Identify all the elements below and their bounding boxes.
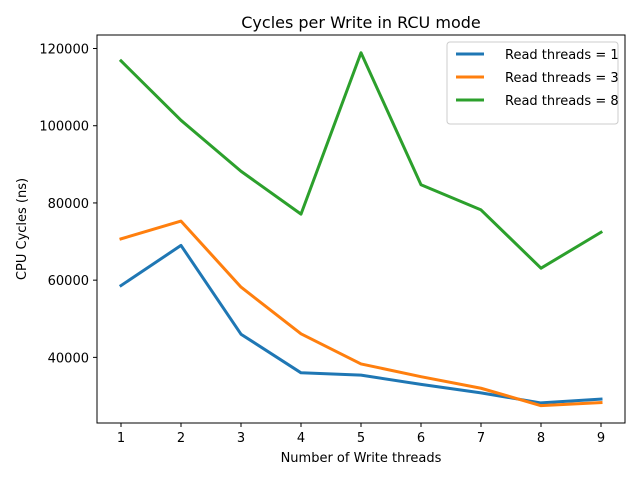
- legend-box: [446, 41, 619, 125]
- y-tick-label: 100000: [39, 120, 89, 135]
- chart-title: Cycles per Write in RCU mode: [241, 13, 480, 32]
- x-tick-label: 6: [417, 431, 425, 446]
- x-tick-label: 9: [597, 431, 605, 446]
- y-tick-label: 40000: [48, 351, 89, 366]
- legend: Read threads = 1 Read threads = 3 Read thr…: [446, 41, 619, 125]
- x-tick-label: 5: [357, 431, 365, 446]
- series-line-2: [119, 219, 603, 408]
- y-axis: 40000 60000 80000 100000 120000: [39, 43, 97, 366]
- plot-lines: [118, 51, 604, 408]
- series-line-1: [118, 243, 603, 405]
- x-tick-label: 1: [117, 431, 125, 446]
- series-line-3: [118, 51, 604, 270]
- legend-label-2: Read threads = 3: [505, 71, 619, 86]
- x-axis: 1 2 3 4 5 6 7 8 9: [117, 423, 605, 446]
- y-axis-label: CPU Cycles (ns): [15, 178, 30, 280]
- y-tick-label: 120000: [39, 43, 89, 58]
- x-tick-label: 3: [237, 431, 245, 446]
- y-tick-label: 80000: [48, 197, 89, 212]
- legend-label-3: Read threads = 8: [505, 94, 619, 109]
- x-tick-label: 8: [537, 431, 545, 446]
- x-tick-label: 2: [177, 431, 185, 446]
- x-tick-label: 4: [297, 431, 305, 446]
- x-tick-label: 7: [477, 431, 485, 446]
- y-tick-label: 60000: [48, 274, 89, 289]
- legend-label-1: Read threads = 1: [505, 48, 619, 63]
- x-axis-label: Number of Write threads: [281, 451, 442, 466]
